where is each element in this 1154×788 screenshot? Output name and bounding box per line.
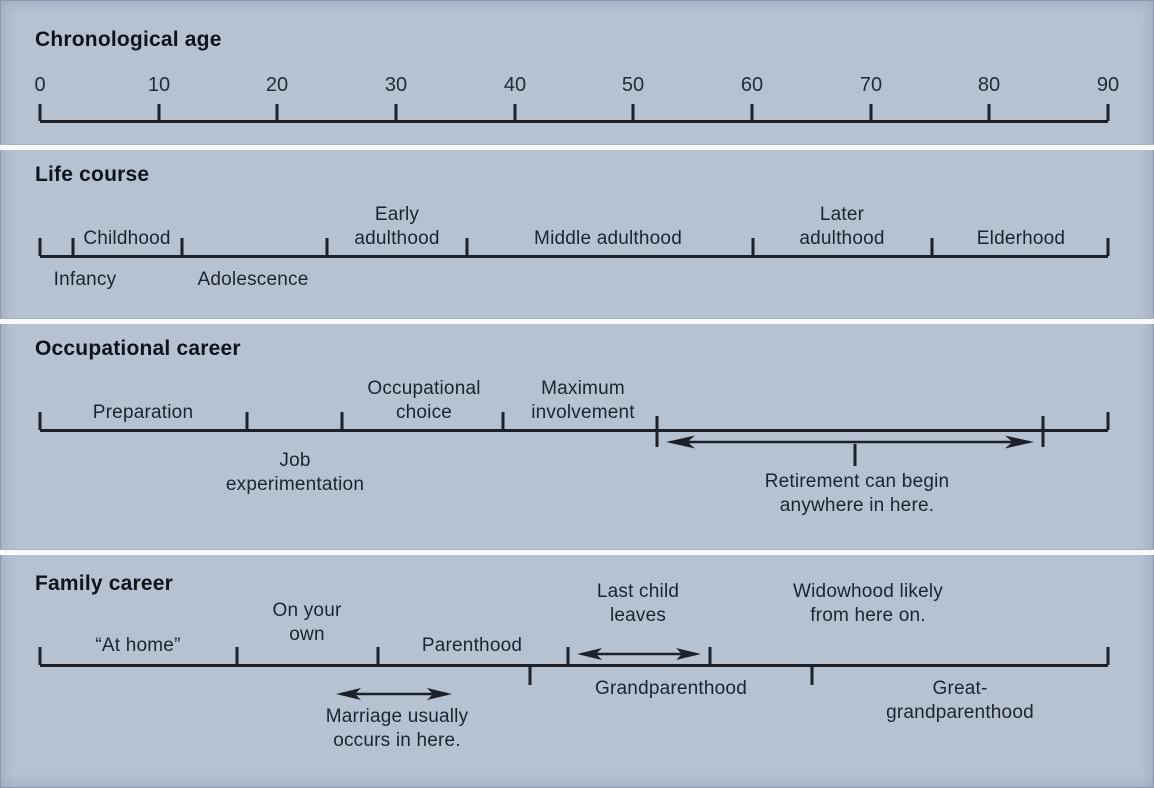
tick-mark-crossing: [655, 416, 659, 447]
last-child-leaves-arrow: [577, 648, 701, 660]
arrow-center-pointer: [853, 444, 857, 466]
age-tick-label: 70: [859, 74, 883, 96]
stage-label-occupational-choice: Occupational choice: [367, 378, 481, 423]
stage-label-elderhood: Elderhood: [976, 228, 1066, 249]
tick-mark: [1106, 238, 1110, 256]
age-tick-label: 90: [1096, 74, 1120, 96]
tick-mark: [708, 647, 712, 665]
stage-label-parenthood: Parenthood: [421, 635, 523, 656]
tick-mark-below: [810, 667, 814, 685]
stage-label-maximum-involvement: Maximum involvement: [531, 378, 635, 423]
age-tick: [869, 104, 873, 121]
age-tick: [157, 104, 161, 121]
tick-mark: [235, 647, 239, 665]
marriage-range-arrow: [336, 688, 452, 700]
stage-label-on-your-own: On your own: [272, 600, 342, 645]
age-tick: [1106, 104, 1110, 121]
section-title-occupational-career: Occupational career: [35, 337, 241, 360]
tick-mark: [376, 647, 380, 665]
stage-label-later-adulthood: Later adulthood: [799, 204, 885, 249]
age-tick-label: 80: [977, 74, 1001, 96]
age-tick: [750, 104, 754, 121]
age-tick-label: 0: [34, 74, 46, 96]
tick-mark: [38, 647, 42, 665]
age-tick-label: 10: [147, 74, 171, 96]
tick-mark: [1106, 647, 1110, 665]
tick-mark: [71, 238, 75, 256]
annotation-widowhood: Widowhood likely from here on.: [793, 581, 943, 626]
age-tick-label: 40: [503, 74, 527, 96]
occupational-career-line: [40, 429, 1108, 432]
stage-label-great-grandparenthood: Great-grandparenthood: [886, 678, 1034, 723]
tick-mark: [180, 238, 184, 256]
tick-mark: [751, 238, 755, 256]
section-divider: [0, 549, 1154, 555]
tick-mark-below: [528, 667, 532, 685]
stage-label-adolescence: Adolescence: [197, 269, 309, 290]
stage-label-middle-adulthood: Middle adulthood: [534, 228, 682, 249]
tick-mark: [38, 238, 42, 256]
tick-mark: [566, 647, 570, 665]
section-title-family-career: Family career: [35, 572, 174, 595]
age-tick: [275, 104, 279, 121]
annotation-retirement-range: Retirement can begin anywhere in here.: [764, 471, 950, 516]
tick-mark: [930, 238, 934, 256]
tick-mark: [245, 412, 249, 430]
age-tick: [394, 104, 398, 121]
age-axis-line: [40, 120, 1108, 123]
tick-mark: [325, 238, 329, 256]
tick-mark: [340, 412, 344, 430]
stage-label-job-experimentation: Job experimentation: [225, 450, 365, 495]
age-tick-label: 20: [265, 74, 289, 96]
age-tick-label: 60: [740, 74, 764, 96]
tick-mark: [465, 238, 469, 256]
section-title-life-course: Life course: [35, 163, 150, 186]
age-tick: [987, 104, 991, 121]
stage-label-last-child-leaves: Last child leaves: [596, 581, 680, 626]
tick-mark-crossing: [1041, 416, 1045, 447]
tick-mark: [501, 412, 505, 430]
stage-label-early-adulthood: Early adulthood: [354, 204, 440, 249]
section-title-chronological-age: Chronological age: [35, 28, 222, 51]
stage-label-childhood: Childhood: [83, 228, 171, 249]
family-career-line: [40, 664, 1108, 667]
retirement-range-arrow: [666, 435, 1034, 449]
stage-label-infancy: Infancy: [53, 269, 117, 290]
age-tick-label: 30: [384, 74, 408, 96]
section-divider: [0, 318, 1154, 324]
stage-label-at-home: “At home”: [95, 635, 181, 656]
stage-label-grandparenthood: Grandparenthood: [595, 678, 747, 699]
stage-label-preparation: Preparation: [92, 402, 194, 423]
age-tick-label: 50: [621, 74, 645, 96]
age-tick: [631, 104, 635, 121]
age-tick: [38, 104, 42, 121]
tick-mark: [1106, 412, 1110, 430]
annotation-marriage-range: Marriage usually occurs in here.: [325, 706, 469, 751]
tick-mark: [38, 412, 42, 430]
section-divider: [0, 144, 1154, 150]
age-tick: [513, 104, 517, 121]
life-course-line: [40, 255, 1108, 258]
